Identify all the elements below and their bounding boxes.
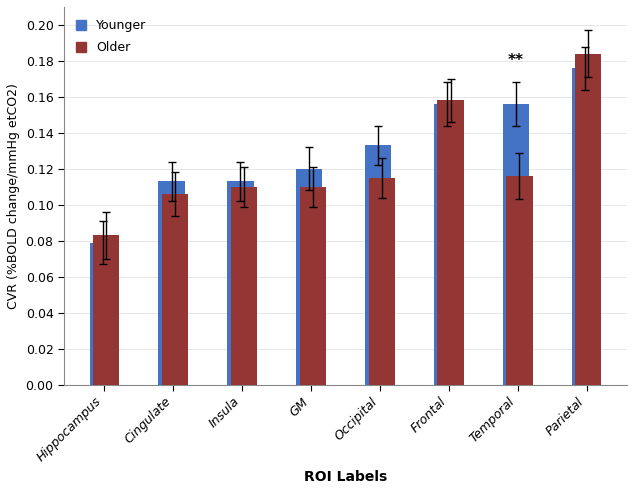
Bar [575, 54, 602, 384]
Bar [89, 243, 115, 384]
Text: **: ** [508, 53, 524, 68]
Bar [507, 176, 533, 384]
Legend: Younger, Older: Younger, Older [70, 13, 153, 60]
Bar [434, 104, 460, 384]
Bar [365, 145, 391, 384]
X-axis label: ROI Labels: ROI Labels [304, 470, 387, 484]
Bar [231, 187, 257, 384]
Bar [300, 187, 326, 384]
Bar [296, 169, 323, 384]
Bar [228, 182, 254, 384]
Bar [93, 235, 119, 384]
Bar [158, 182, 184, 384]
Bar [572, 68, 598, 384]
Bar [368, 178, 395, 384]
Bar [162, 194, 188, 384]
Bar [437, 101, 463, 384]
Y-axis label: CVR (%BOLD change/mmHg etCO2): CVR (%BOLD change/mmHg etCO2) [7, 83, 20, 309]
Bar [503, 104, 529, 384]
